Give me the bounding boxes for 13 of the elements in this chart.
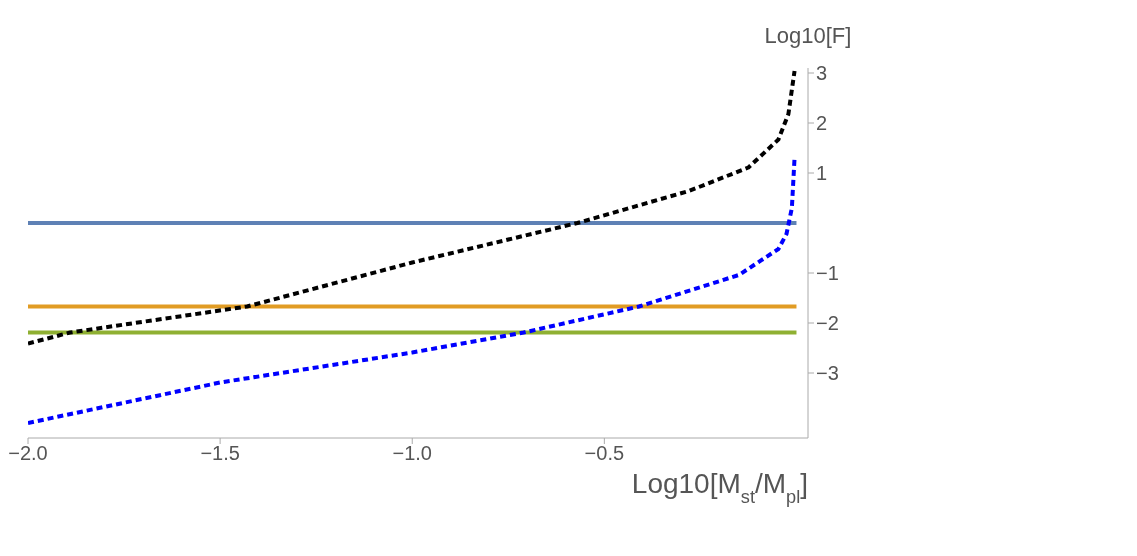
y-tick-label: 1 bbox=[816, 162, 828, 185]
x-axis-title: Log10[M$_{st}$/M$_{pl}$] bbox=[631, 468, 808, 507]
x-tick-label: −2.0 bbox=[8, 442, 48, 465]
x-tick-label: −0.5 bbox=[584, 442, 625, 465]
y-tick-label: −2 bbox=[816, 312, 839, 335]
y-tick-label: 3 bbox=[816, 62, 828, 85]
y-axis-title: Log10[F] bbox=[764, 23, 852, 48]
x-tick-label: −1.0 bbox=[392, 442, 432, 465]
y-tick-label: 2 bbox=[816, 112, 828, 135]
y-tick-label: −1 bbox=[816, 262, 839, 285]
line-series bbox=[28, 69, 797, 346]
x-tick-label: −1.5 bbox=[200, 442, 240, 465]
y-tick-label: −3 bbox=[816, 362, 839, 385]
